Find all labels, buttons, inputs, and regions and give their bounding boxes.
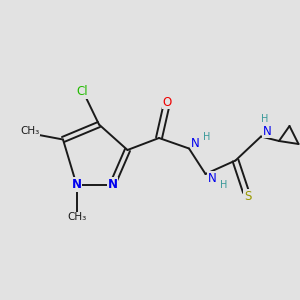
Text: N: N bbox=[107, 178, 118, 191]
Text: S: S bbox=[244, 190, 251, 203]
Text: N: N bbox=[191, 136, 200, 150]
Text: H: H bbox=[261, 114, 268, 124]
Text: N: N bbox=[71, 178, 82, 191]
Text: N: N bbox=[262, 124, 272, 138]
Text: H: H bbox=[203, 132, 211, 142]
Text: CH₃: CH₃ bbox=[67, 212, 86, 223]
Text: O: O bbox=[163, 95, 172, 109]
Text: H: H bbox=[220, 180, 227, 190]
Text: CH₃: CH₃ bbox=[20, 125, 40, 136]
Text: N: N bbox=[208, 172, 217, 185]
Text: Cl: Cl bbox=[77, 85, 88, 98]
